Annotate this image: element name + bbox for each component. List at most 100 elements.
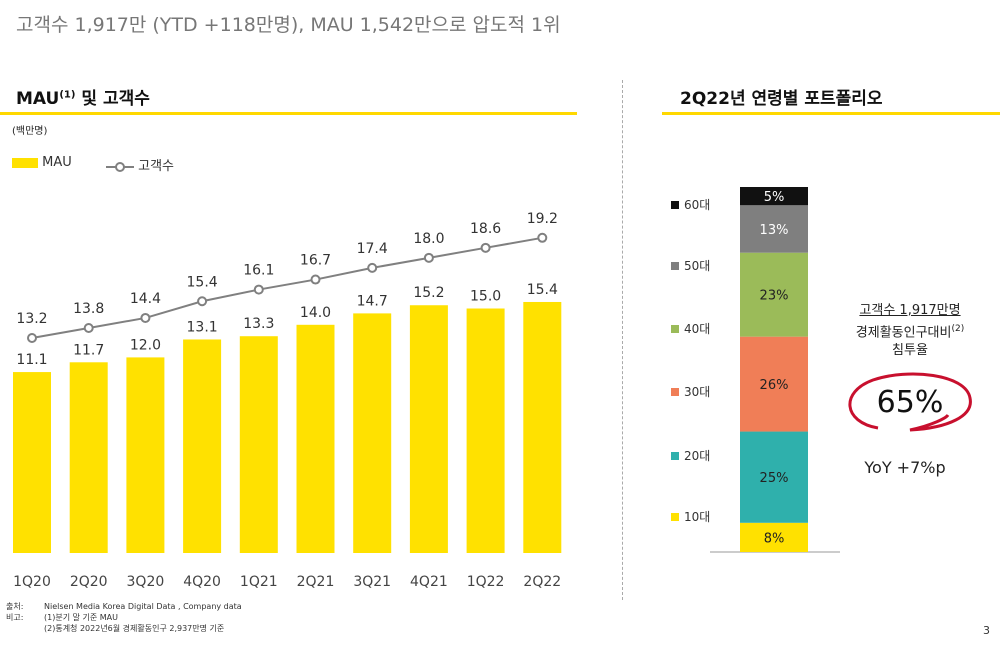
customer-value-label: 16.7 <box>300 253 331 269</box>
section-divider <box>622 80 623 600</box>
age-segment-60대 <box>740 187 808 206</box>
legend-label: 30대 <box>684 385 710 399</box>
segment-label: 25% <box>760 471 789 486</box>
mau-value-label: 15.0 <box>470 289 501 305</box>
legend-label: 40대 <box>684 322 710 336</box>
segment-label: 23% <box>760 289 789 304</box>
customer-line <box>31 236 543 339</box>
mau-value-label: 14.7 <box>357 293 388 309</box>
source-text: Nielsen Media Korea Digital Data , Compa… <box>44 602 242 611</box>
unit-label: (백만명) <box>12 126 48 137</box>
legend-swatch <box>671 452 679 460</box>
source-label: 출처: <box>6 602 24 611</box>
callout-sup: (2) <box>951 324 965 334</box>
mau-value-label: 13.1 <box>187 319 218 335</box>
mau-value-label: 11.1 <box>16 352 47 368</box>
customer-point <box>27 333 37 343</box>
left-title-rule <box>0 112 577 115</box>
mau-bar <box>13 372 51 553</box>
mau-bar <box>183 339 222 553</box>
legend-customers-label: 고객수 <box>138 159 175 174</box>
legend-label: 10대 <box>684 510 710 524</box>
x-tick-label: 2Q20 <box>70 574 108 590</box>
mau-value-label: 12.0 <box>130 337 161 353</box>
x-tick-label: 4Q20 <box>183 574 221 590</box>
x-tick-label: 3Q21 <box>353 574 391 590</box>
mau-value-label: 15.2 <box>413 285 444 301</box>
legend-customers: 고객수 <box>106 155 174 174</box>
right-title-rule <box>662 112 1000 115</box>
customer-point <box>310 274 321 285</box>
segment-label: 8% <box>764 531 785 546</box>
callout-customers: 고객수 1,917만명 <box>859 303 961 318</box>
callout-line2: 경제활동인구대비 <box>855 325 952 341</box>
penetration-rate: 65% <box>876 385 944 420</box>
customer-point <box>83 322 94 333</box>
customer-value-label: 14.4 <box>130 291 161 307</box>
mau-bar <box>523 301 562 553</box>
customer-point <box>140 312 151 323</box>
x-tick-label: 4Q21 <box>410 574 448 590</box>
right-section-title: 2Q22년 연령별 포트폴리오 <box>680 89 883 109</box>
segment-label: 13% <box>760 223 789 238</box>
customer-point <box>423 252 434 263</box>
x-tick-label: 2Q22 <box>523 574 561 590</box>
x-tick-label: 1Q21 <box>240 574 278 590</box>
customer-point <box>253 284 264 295</box>
legend-swatch <box>671 513 679 521</box>
legend-swatch <box>671 201 679 209</box>
mau-bar <box>296 324 335 553</box>
legend-swatch <box>671 388 679 396</box>
x-tick-label: 1Q20 <box>13 574 51 590</box>
legend-swatch <box>671 262 679 270</box>
customer-point <box>537 232 548 243</box>
title-sup: (1) <box>59 89 76 101</box>
remark-2: (2)통계청 2022년6월 경제활동인구 2,937만명 기준 <box>44 624 225 633</box>
customer-value-label: 16.1 <box>243 263 274 279</box>
age-segment-20대 <box>740 431 808 523</box>
customer-value-label: 15.4 <box>187 274 218 290</box>
left-section-title: MAU(1) 및 고객수 <box>16 84 150 109</box>
mau-bar <box>239 336 278 553</box>
segment-label: 5% <box>764 190 785 205</box>
title-main: MAU <box>16 89 60 109</box>
legend-label: 60대 <box>684 198 710 212</box>
age-segment-40대 <box>740 252 808 337</box>
customer-point <box>197 296 208 307</box>
mau-bar <box>466 308 505 553</box>
penetration-callout: 고객수 1,917만명 경제활동인구대비(2) 침투율 <box>830 302 990 360</box>
mau-value-label: 14.0 <box>300 305 331 321</box>
mau-bar <box>353 313 392 553</box>
age-segment-50대 <box>740 205 808 253</box>
customer-value-label: 17.4 <box>357 241 388 257</box>
x-tick-label: 3Q20 <box>127 574 165 590</box>
x-tick-label: 1Q22 <box>467 574 505 590</box>
customer-value-label: 19.2 <box>527 211 558 227</box>
mau-value-label: 11.7 <box>73 342 104 358</box>
mau-bar <box>69 362 108 553</box>
legend-swatch <box>671 325 679 333</box>
legend-mau: MAU <box>12 155 72 170</box>
footnotes: 출처: Nielsen Media Korea Digital Data , Co… <box>6 601 242 634</box>
yoy-change: YoY +7%p <box>864 458 946 477</box>
x-tick-label: 2Q21 <box>297 574 335 590</box>
remark-1: (1)분기 말 기준 MAU <box>44 613 118 622</box>
customer-value-label: 13.8 <box>73 301 104 317</box>
mau-value-label: 13.3 <box>243 316 274 332</box>
page-number: 3 <box>983 624 990 637</box>
legend-mau-label: MAU <box>42 155 72 170</box>
remark-label: 비고: <box>6 613 24 622</box>
age-portfolio-chart: 8% 10대 25% 20대 26% 30대 23% 40대 13% 50대 5% 60대 <box>671 187 840 553</box>
legend-label: 20대 <box>684 449 710 463</box>
customer-value-label: 13.2 <box>16 311 47 327</box>
legend-label: 50대 <box>684 259 710 273</box>
age-segment-10대 <box>740 522 808 552</box>
customer-point <box>367 262 378 273</box>
callout-line3: 침투율 <box>892 343 928 359</box>
headline: 고객수 1,917만 (YTD +118만명), MAU 1,542만으로 압도… <box>16 14 561 36</box>
segment-label: 26% <box>760 378 789 393</box>
age-segment-30대 <box>740 336 808 432</box>
customer-value-label: 18.6 <box>470 221 501 237</box>
mau-customer-chart: 11.1 1Q20 11.7 2Q20 12.0 3Q20 13.1 4Q20 13.3 1Q21… <box>13 211 562 590</box>
